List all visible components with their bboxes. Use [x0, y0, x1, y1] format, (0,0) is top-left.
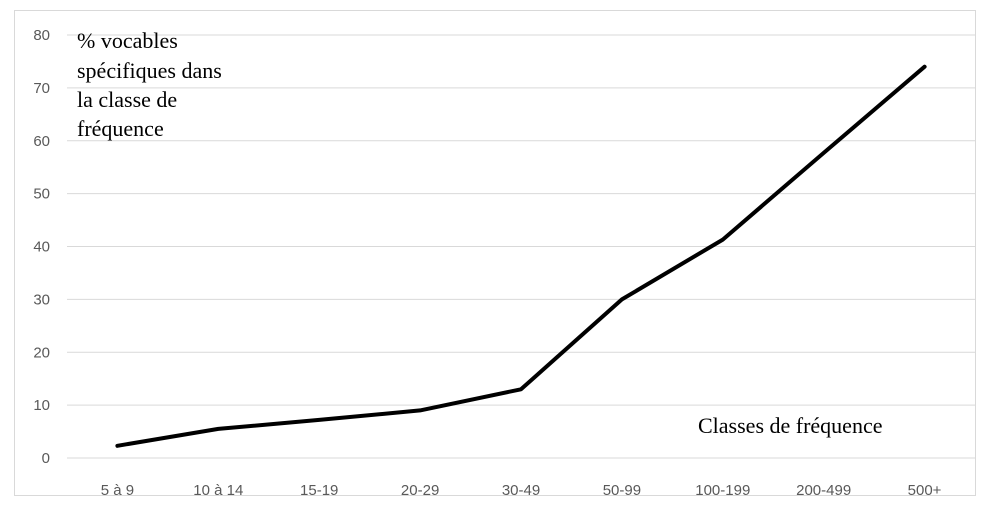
y-tick-label: 40 — [33, 239, 50, 256]
x-axis-label: Classes de fréquence — [698, 413, 882, 438]
y-tick-label: 10 — [33, 397, 50, 414]
x-tick-label: 100-199 — [695, 482, 750, 499]
series-line — [115, 64, 927, 448]
y-tick-label: 0 — [42, 450, 50, 467]
y-axis-label-line-4: fréquence — [77, 116, 164, 141]
y-axis-label-line-3: la classe de — [77, 87, 177, 112]
y-tick-label: 60 — [33, 133, 50, 150]
x-tick-label: 50-99 — [603, 482, 641, 499]
x-tick-label: 10 à 14 — [193, 482, 243, 499]
x-tick-label: 15-19 — [300, 482, 338, 499]
x-tick-label: 20-29 — [401, 482, 439, 499]
y-axis-label-line-1: % vocables — [77, 28, 178, 53]
y-tick-label: 30 — [33, 291, 50, 308]
y-axis-label-line-2: spécifiques dans — [77, 58, 222, 83]
x-tick-label: 5 à 9 — [101, 482, 134, 499]
gridlines — [67, 34, 975, 459]
y-tick-label: 20 — [33, 344, 50, 361]
y-tick-label: 50 — [33, 186, 50, 203]
y-tick-label: 80 — [33, 27, 50, 44]
chart-frame — [14, 10, 976, 496]
x-axis-ticks: 5 à 9 10 à 14 15-19 20-29 30-49 50-99 100-199 2… — [101, 482, 942, 499]
x-tick-label: 200-499 — [796, 482, 851, 499]
x-tick-label: 500+ — [908, 482, 942, 499]
y-axis-ticks: 0 10 20 30 40 50 60 70 80 — [33, 27, 50, 467]
x-tick-label: 30-49 — [502, 482, 540, 499]
y-tick-label: 70 — [33, 80, 50, 97]
